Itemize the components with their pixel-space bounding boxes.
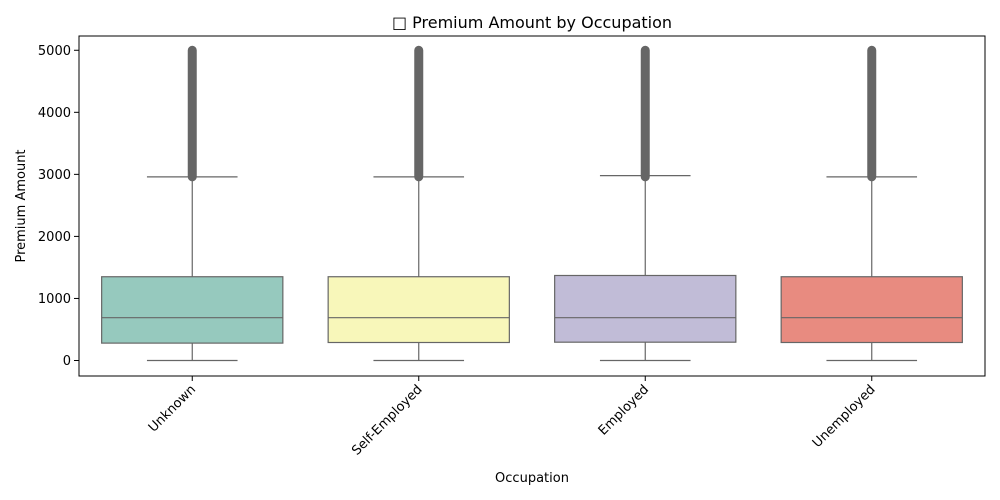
y-tick-label: 4000	[38, 106, 71, 121]
outlier-points	[640, 45, 650, 182]
y-tick-label: 0	[63, 354, 71, 369]
y-tick-label: 5000	[38, 44, 71, 59]
x-tick-label: Self-Employed	[349, 382, 425, 458]
outlier-points	[187, 45, 197, 182]
box-unemployed	[780, 276, 963, 344]
outlier-points	[414, 45, 424, 182]
y-tick-label: 3000	[38, 168, 71, 183]
y-tick-label: 2000	[38, 230, 71, 245]
x-tick-label: Unemployed	[810, 382, 879, 451]
x-axis-label: Occupation	[495, 471, 569, 486]
x-tick-label: Employed	[596, 382, 652, 438]
plot-frame	[78, 35, 986, 377]
y-axis-label: Premium Amount	[14, 149, 29, 262]
x-tick-label: Unknown	[146, 382, 199, 435]
plot-area: 0 1000 2000 3000 4000 5000 Unknown Self-Employe…	[38, 44, 963, 459]
box-employed	[554, 274, 737, 343]
outlier-points	[867, 45, 877, 182]
box-unknown	[101, 276, 284, 344]
y-tick-label: 1000	[38, 292, 71, 307]
box-self-employed	[327, 276, 510, 344]
chart-title: □ Premium Amount by Occupation	[392, 13, 672, 32]
